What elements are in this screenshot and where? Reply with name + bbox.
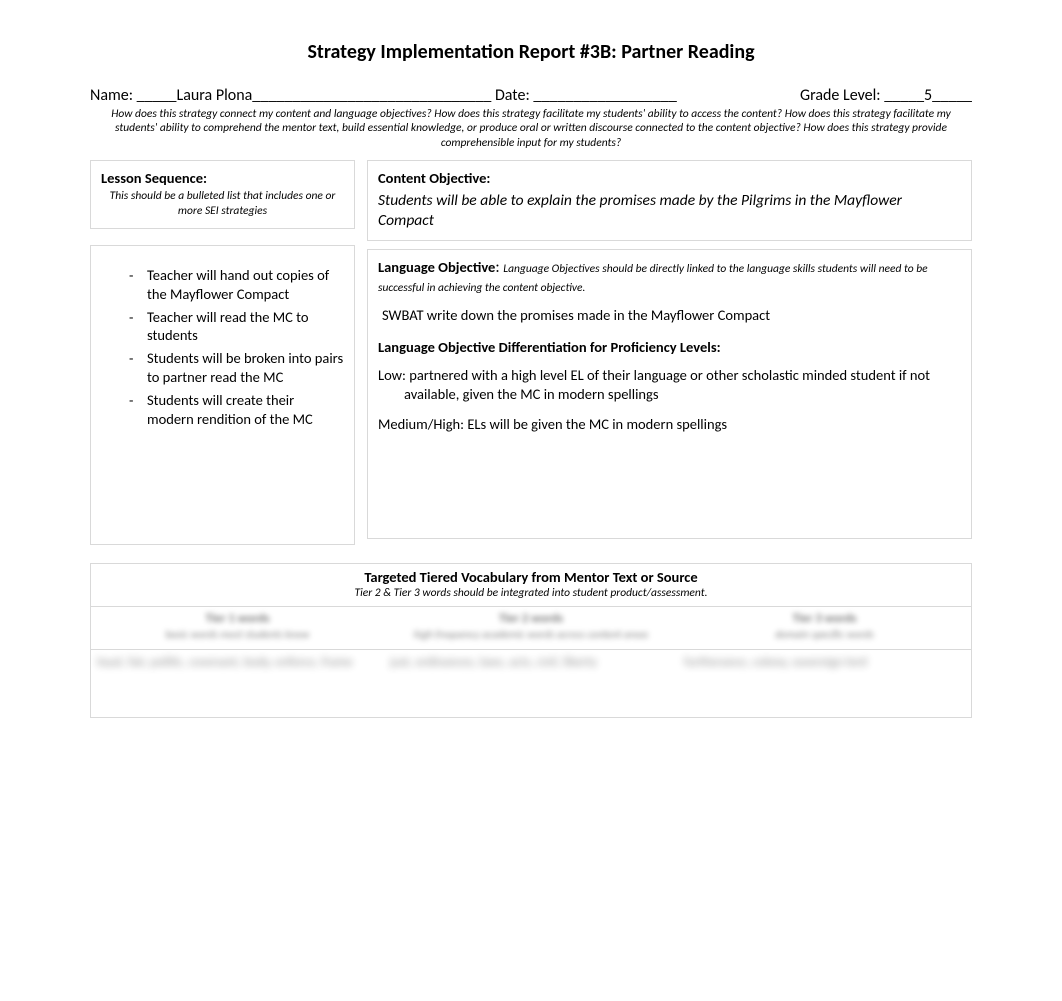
lesson-sequence-header-box: Lesson Sequence: This should be a bullet… xyxy=(90,160,355,229)
language-objective-label: Language Objective xyxy=(378,258,495,276)
language-objective-text: SWBAT write down the promises made in th… xyxy=(382,306,961,324)
tier3-head: Tier 3 words domain specific words xyxy=(678,607,972,650)
vocab-tier-grid: Tier 1 words basic words most students k… xyxy=(90,607,972,718)
tier1-head: Tier 1 words basic words most students k… xyxy=(90,607,384,650)
tier3-head-desc: domain specific words xyxy=(684,628,965,641)
page: Strategy Implementation Report #3B: Part… xyxy=(0,0,1062,778)
content-objective-label: Content Objective: xyxy=(378,169,961,187)
spacer xyxy=(367,241,972,249)
lesson-sequence-list: Teacher will hand out copies of the Mayf… xyxy=(101,266,344,429)
lesson-sequence-body-box: Teacher will hand out copies of the Mayf… xyxy=(90,245,355,545)
content-objective-box: Content Objective: Students will be able… xyxy=(367,160,972,241)
diff-low-line1: Low: partnered with a high level EL of t… xyxy=(378,366,930,384)
lesson-sequence-item: Teacher will read the MC to students xyxy=(129,308,344,346)
date-underscores: __________________ xyxy=(533,86,676,105)
main-grid: Lesson Sequence: This should be a bullet… xyxy=(90,160,972,545)
grade-underscores-pre: _____ xyxy=(884,86,924,105)
diff-low-line2: available, given the MC in modern spelli… xyxy=(378,385,961,405)
tier1-head-title: Tier 1 words xyxy=(97,611,378,626)
objectives-column: Content Objective: Students will be able… xyxy=(367,160,972,545)
lesson-sequence-column: Lesson Sequence: This should be a bullet… xyxy=(90,160,355,545)
grade-underscores-post: _____ xyxy=(932,86,972,105)
tier3-cell: furtherance, colony, sovereign lord xyxy=(678,650,972,718)
tier1-words: loyal, fair, politic, covenant, body, en… xyxy=(97,654,378,672)
language-objective-diff-label: Language Objective Differentiation for P… xyxy=(378,338,961,356)
name-label: Name: xyxy=(90,86,137,105)
vocab-section: Targeted Tiered Vocabulary from Mentor T… xyxy=(90,563,972,718)
lesson-sequence-label: Lesson Sequence: xyxy=(101,169,344,187)
language-objective-diff-medium: Medium/High: ELs will be given the MC in… xyxy=(378,415,961,433)
lesson-sequence-item: Students will be broken into pairs to pa… xyxy=(129,349,344,387)
guiding-questions: How does this strategy connect my conten… xyxy=(90,107,972,150)
name-segment: Name: _____Laura Plona__________________… xyxy=(90,86,677,105)
language-objective-header: Language Objective: Language Objectives … xyxy=(378,258,961,296)
grade-value: 5 xyxy=(924,86,932,105)
name-underscores-pre: _____ xyxy=(137,86,177,105)
lesson-sequence-item: Students will create their modern rendit… xyxy=(129,391,344,429)
tier3-words: furtherance, colony, sovereign lord xyxy=(684,654,965,672)
language-objective-diff-low: Low: partnered with a high level EL of t… xyxy=(378,366,961,405)
tier2-words: just, ordinances, laws, acts, civil, lib… xyxy=(390,654,672,672)
grade-label: Grade Level: xyxy=(800,86,884,105)
tier1-cell: loyal, fair, politic, covenant, body, en… xyxy=(90,650,384,718)
date-label: Date: xyxy=(491,86,533,105)
vocab-subtitle: Tier 2 & Tier 3 words should be integrat… xyxy=(97,586,965,600)
vocab-header-box: Targeted Tiered Vocabulary from Mentor T… xyxy=(90,563,972,607)
name-value: Laura Plona xyxy=(176,86,252,105)
tier2-cell: just, ordinances, laws, acts, civil, lib… xyxy=(384,650,678,718)
header-line: Name: _____Laura Plona__________________… xyxy=(90,86,972,105)
tier2-head-desc: high frequency academic words across con… xyxy=(390,628,672,641)
language-objective-box: Language Objective: Language Objectives … xyxy=(367,249,972,539)
tier2-head-title: Tier 2 words xyxy=(390,611,672,626)
lesson-sequence-item: Teacher will hand out copies of the Mayf… xyxy=(129,266,344,304)
page-title: Strategy Implementation Report #3B: Part… xyxy=(90,40,972,64)
lesson-sequence-sub: This should be a bulleted list that incl… xyxy=(101,189,344,218)
tier3-head-title: Tier 3 words xyxy=(684,611,965,626)
name-underscores-post: ______________________________ xyxy=(252,86,491,105)
content-objective-text: Students will be able to explain the pro… xyxy=(378,191,961,230)
grade-segment: Grade Level: _____5_____ xyxy=(800,86,972,105)
tier2-head: Tier 2 words high frequency academic wor… xyxy=(384,607,678,650)
vocab-title: Targeted Tiered Vocabulary from Mentor T… xyxy=(97,568,965,586)
tier1-head-desc: basic words most students know xyxy=(97,628,378,641)
